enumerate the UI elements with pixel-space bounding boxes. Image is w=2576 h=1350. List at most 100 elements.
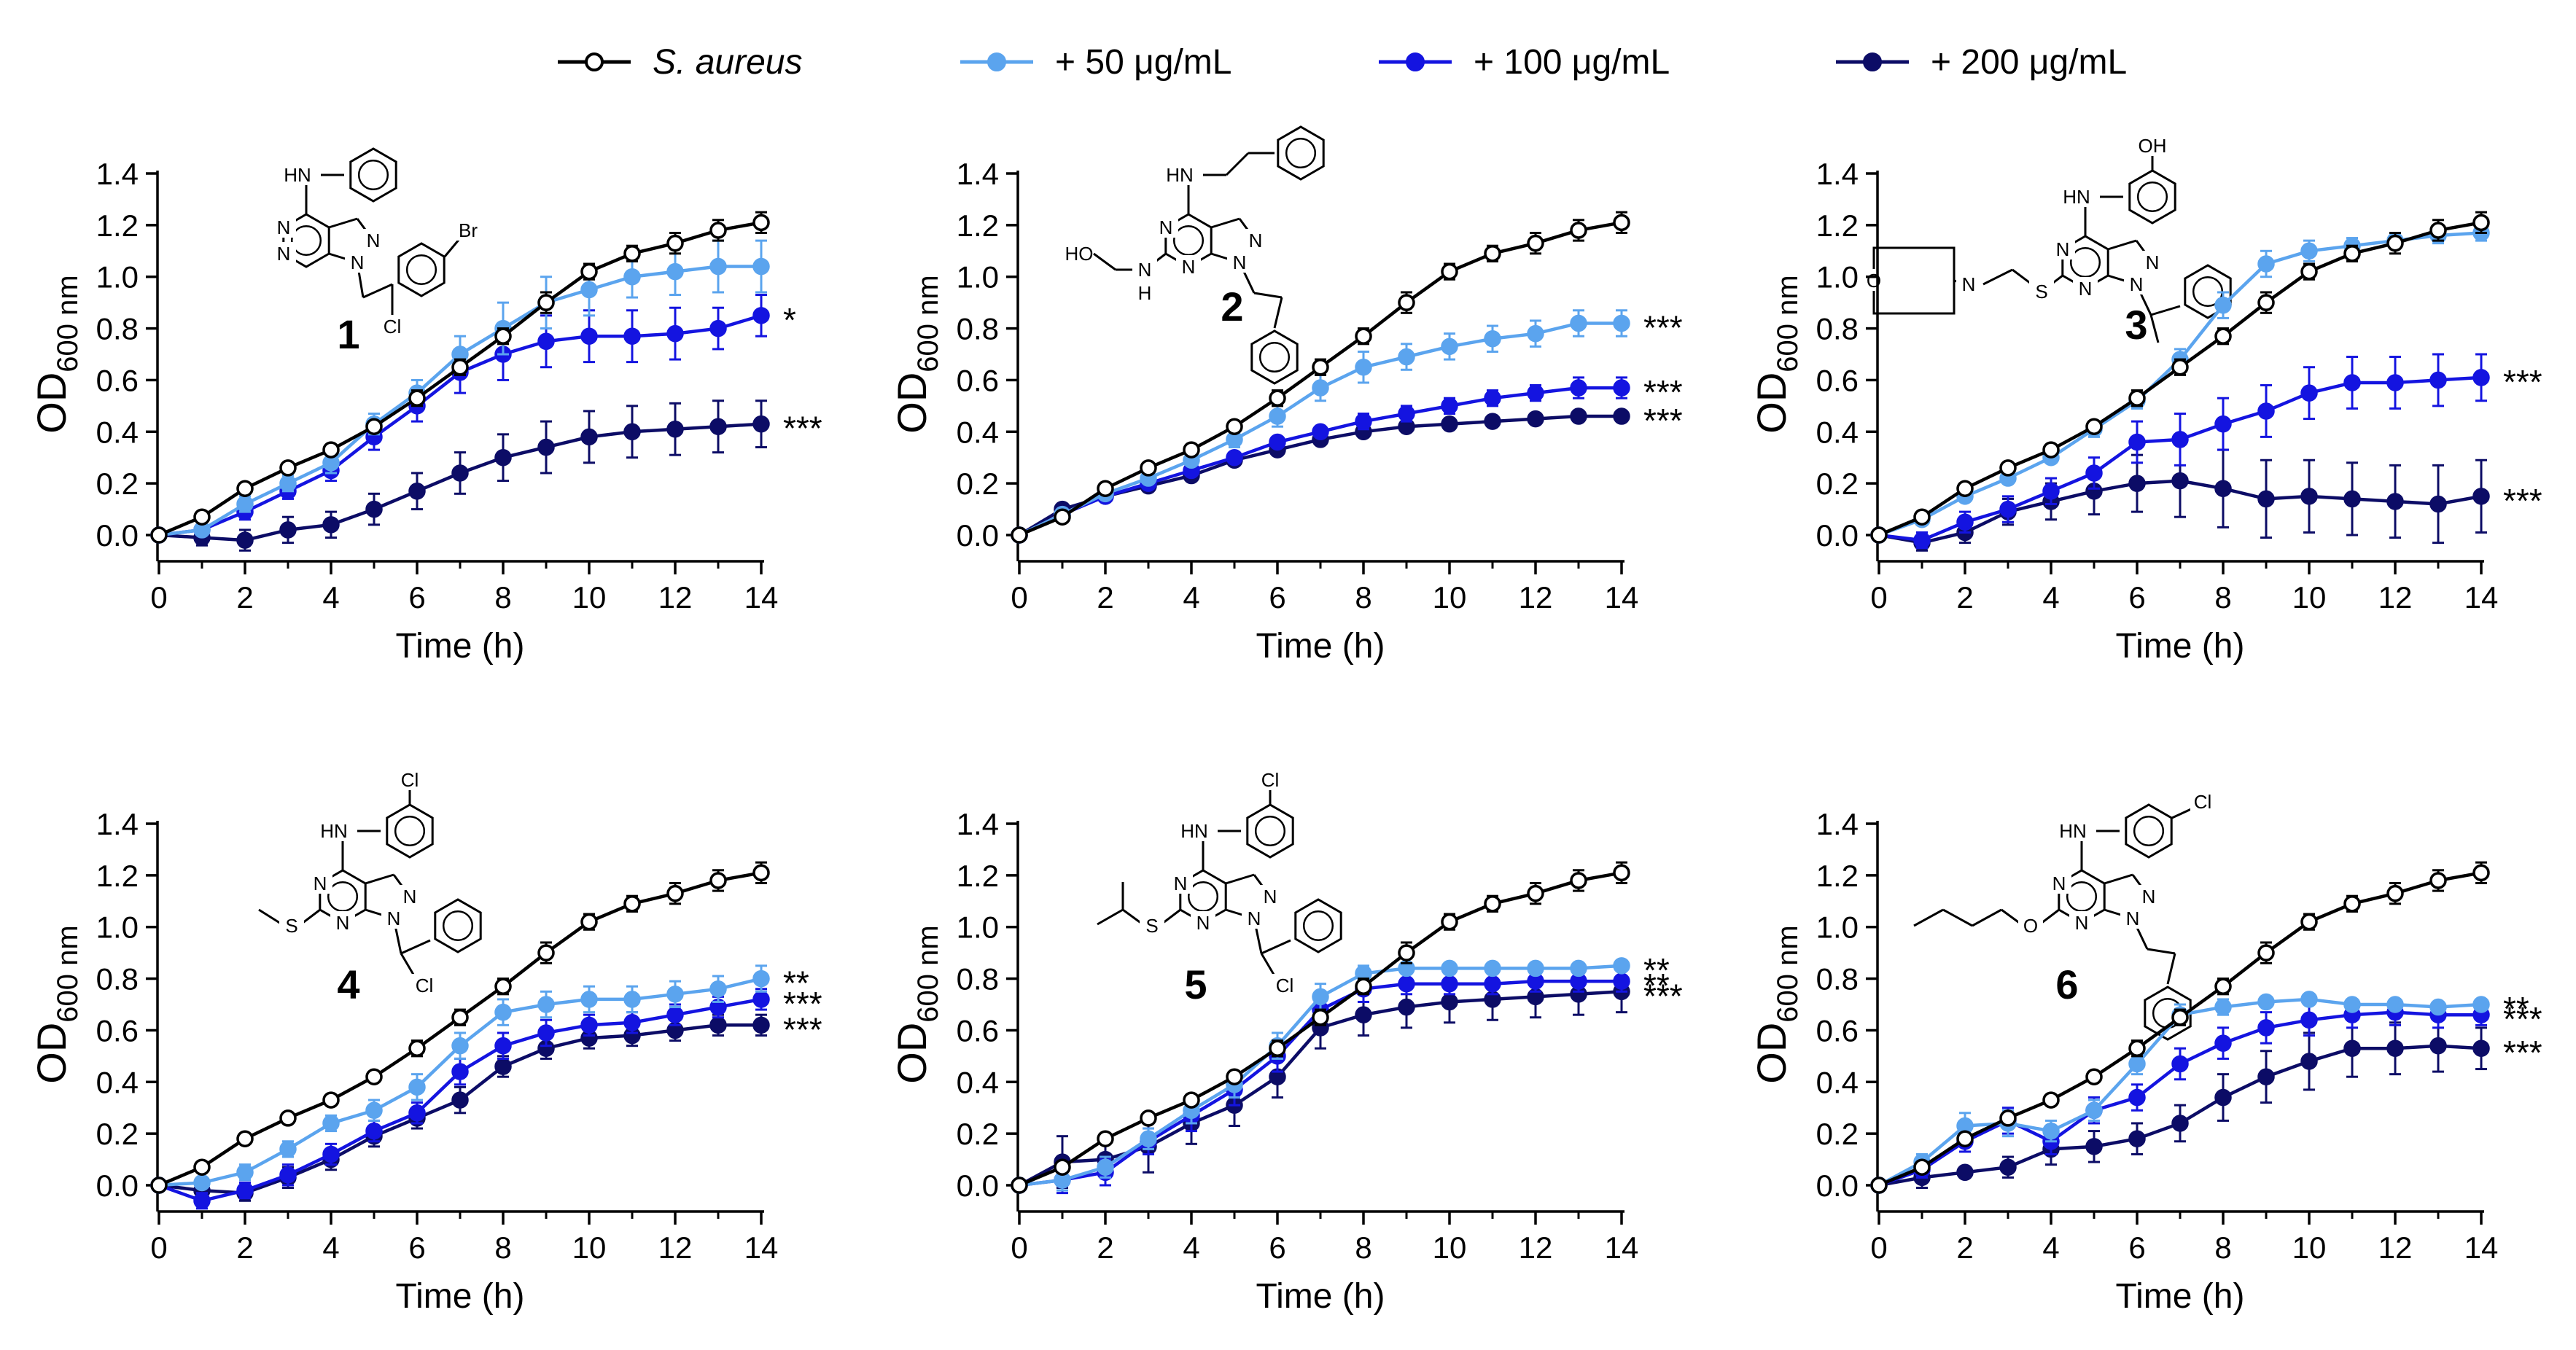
data-point	[1312, 358, 1329, 376]
series-1: **	[150, 964, 809, 1194]
bond-line	[2149, 314, 2160, 343]
data-point	[2214, 480, 2232, 497]
atom-label: S	[285, 915, 297, 937]
significance-label: *	[783, 301, 796, 339]
data-point	[1999, 500, 2017, 518]
data-point	[1570, 959, 1587, 978]
axes: 0.0 0.2 0.4 0.6 0.8 1.0 1.2 1.4 0 2 4 6 8 10 12 14 Time …	[28, 157, 778, 666]
data-point	[666, 986, 684, 1003]
atom-label: HO	[1065, 243, 1094, 265]
x-tick-label: 12	[1519, 1230, 1553, 1265]
data-point	[1441, 338, 1458, 356]
aromatic-circle	[1254, 815, 1286, 847]
data-point	[2343, 374, 2361, 391]
y-tick-label: 0.8	[1816, 962, 1859, 996]
data-point	[2386, 493, 2404, 510]
data-point	[2214, 296, 2232, 314]
data-point	[2128, 433, 2146, 451]
aromatic-circle	[2069, 246, 2101, 278]
atom-label: N	[277, 243, 291, 265]
data-point	[1140, 1109, 1157, 1127]
data-point	[1269, 389, 1286, 407]
series-0	[1870, 211, 2490, 544]
legend-marker	[1863, 52, 1882, 71]
y-tick-label: 0.8	[96, 962, 139, 996]
data-point	[1527, 410, 1544, 428]
x-tick-label: 8	[1355, 1230, 1371, 1265]
atom-label: N	[2126, 908, 2140, 929]
data-point	[1441, 959, 1458, 978]
data-point	[2214, 978, 2232, 995]
atom-mask	[2069, 911, 2094, 933]
data-point	[2042, 1122, 2060, 1140]
bond-line	[2104, 873, 2133, 885]
bond-line	[400, 939, 431, 955]
y-tick-label: 0.2	[1816, 467, 1859, 501]
atom-label: Cl	[401, 769, 419, 791]
y-axis-title-sub: 600 nm	[52, 925, 84, 1022]
significance-label: ***	[783, 985, 822, 1023]
data-point	[322, 1091, 340, 1109]
atom-mask	[1272, 974, 1297, 996]
data-point	[2472, 996, 2490, 1013]
atom-label: N	[2130, 273, 2144, 295]
atom-mask	[1861, 269, 1886, 291]
aromatic-circle	[442, 910, 474, 942]
data-point	[1870, 1177, 1888, 1194]
data-point	[2343, 996, 2361, 1013]
series-3: ***	[1011, 969, 1683, 1194]
data-point	[236, 1130, 254, 1147]
data-point	[537, 332, 555, 351]
data-point	[2257, 490, 2275, 508]
data-point	[2128, 389, 2146, 407]
data-point	[623, 423, 641, 441]
data-point	[623, 245, 641, 262]
aromatic-circle	[2133, 815, 2165, 847]
significance-label: ***	[783, 1010, 822, 1048]
data-point	[451, 358, 469, 376]
x-tick-label: 2	[1956, 580, 1973, 614]
legend-marker	[987, 52, 1006, 71]
bond-line	[2107, 239, 2137, 251]
significance-label: ***	[1643, 308, 1683, 346]
data-point	[1613, 972, 1630, 990]
data-point	[709, 222, 727, 239]
y-tick-label: 0.0	[957, 1168, 999, 1203]
data-point	[2300, 262, 2318, 281]
y-axis-title-main: OD	[1748, 1023, 1794, 1084]
y-axis-title: OD600 nm	[1748, 925, 1804, 1083]
data-point	[2257, 944, 2275, 961]
data-point	[2042, 483, 2060, 500]
data-point	[537, 438, 555, 456]
series-3: ***	[150, 399, 822, 552]
data-point	[1183, 1091, 1200, 1109]
atom-label: Cl	[416, 975, 434, 996]
series-2: ***	[1011, 373, 1683, 544]
y-axis-title-sub: 600 nm	[52, 275, 84, 372]
data-point	[2472, 214, 2490, 232]
bond-line	[1225, 152, 1250, 176]
data-point	[1441, 397, 1458, 415]
x-tick-label: 2	[236, 1230, 253, 1265]
data-point	[2386, 234, 2404, 252]
data-point	[494, 978, 512, 995]
data-point	[2128, 475, 2146, 492]
data-point	[451, 1008, 469, 1026]
data-point	[1398, 944, 1415, 961]
data-point	[709, 872, 727, 889]
data-point	[580, 428, 598, 446]
series-0	[1011, 861, 1630, 1194]
benzene-ring	[2128, 169, 2176, 225]
y-tick-label: 0.8	[957, 312, 999, 346]
data-point	[537, 1024, 555, 1042]
y-tick-label: 1.4	[1816, 157, 1859, 191]
y-tick-label: 0.2	[96, 1117, 139, 1151]
data-point	[236, 1163, 254, 1182]
data-point	[1183, 441, 1200, 459]
data-point	[1140, 1130, 1157, 1147]
y-tick-label: 1.2	[1816, 208, 1859, 243]
data-point	[193, 508, 211, 526]
